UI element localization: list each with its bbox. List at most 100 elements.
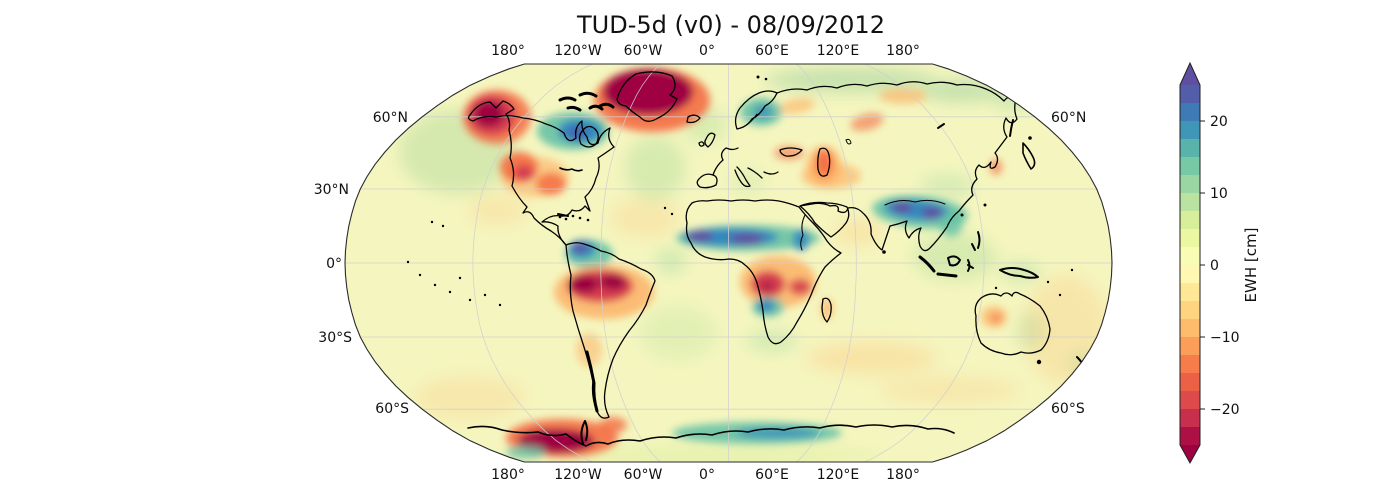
colorbar-tick-label: 0 <box>1210 258 1219 274</box>
colorbar-tick-label: 10 <box>1210 186 1228 202</box>
tint-blob <box>880 376 1020 404</box>
tint-blob <box>919 174 975 198</box>
left-axis-label: 0° <box>326 256 342 272</box>
tint-blob <box>625 136 685 200</box>
sakhalin <box>1009 119 1014 137</box>
tint-blob <box>994 87 1030 111</box>
iberia <box>696 173 718 189</box>
colorbar-under-arrow <box>1180 445 1200 463</box>
tint-blob <box>610 198 680 238</box>
anomaly-blob <box>879 88 927 104</box>
aral-sea <box>845 138 852 145</box>
iceland <box>686 114 701 124</box>
new-zealand <box>1076 356 1094 381</box>
tint-blob <box>920 80 1004 102</box>
colorbar-segment <box>1180 319 1200 338</box>
bottom-axis-label: 180° <box>491 467 525 483</box>
left-axis-label: 60°S <box>375 401 409 417</box>
axis-labels: 180° 120°W 60°W 0° 60°E 120°E 180° 180° … <box>314 43 1087 483</box>
bottom-axis-label: 180° <box>886 467 920 483</box>
anomaly-blob <box>658 81 686 109</box>
java <box>936 272 958 278</box>
top-axis-label: 180° <box>886 43 920 59</box>
bottom-axis-label: 0° <box>699 467 715 483</box>
great-lakes <box>559 167 583 172</box>
bottom-axis-label: 60°W <box>624 467 663 483</box>
coastlines <box>406 71 1094 447</box>
colorbar-segment <box>1180 265 1200 284</box>
caspian-sea <box>817 147 831 177</box>
top-axis-label: 180° <box>491 43 525 59</box>
anomaly-blob <box>506 445 546 459</box>
coast-south-america <box>565 242 656 419</box>
tint-blob <box>640 306 716 360</box>
colorbar-segment <box>1180 409 1200 428</box>
colorbar-segment <box>1180 175 1200 194</box>
coast-asia <box>776 81 1018 252</box>
anomaly-blob <box>599 417 627 433</box>
borneo <box>947 255 961 267</box>
anomaly-blob <box>990 313 1002 323</box>
coast-west-europe <box>712 147 739 176</box>
anomaly-blob <box>687 230 713 242</box>
tint-blob <box>746 330 798 352</box>
italy <box>734 166 751 188</box>
balkans-greece <box>747 167 779 179</box>
left-axis-label: 30°S <box>318 330 352 346</box>
anomaly-blob <box>514 165 534 181</box>
patagonia-andes <box>585 350 599 413</box>
top-axis-label: 60°E <box>755 43 789 59</box>
right-axis-label: 60°N <box>1051 110 1086 126</box>
anomaly-blob <box>568 127 586 139</box>
madagascar <box>821 297 832 323</box>
coast-north-america-west <box>469 100 567 246</box>
anomaly-blob <box>536 173 566 195</box>
colorbar-tick-label: 20 <box>1210 114 1228 130</box>
colorbar-segment <box>1180 373 1200 392</box>
new-guinea <box>999 267 1039 279</box>
colorbar-tick-label: −10 <box>1210 330 1240 346</box>
cuba <box>557 213 569 217</box>
top-axis-label: 120°E <box>817 43 860 59</box>
tint-blob <box>1024 275 1108 385</box>
anomaly-blob <box>573 243 587 253</box>
anomaly-blob <box>892 201 912 213</box>
himalaya-line <box>884 199 946 206</box>
anomaly-blob <box>761 282 773 290</box>
anomaly-blob <box>569 275 599 293</box>
bottom-axis-label: 120°W <box>554 467 602 483</box>
coast-africa <box>685 199 842 345</box>
left-axis-label: 30°N <box>314 182 349 198</box>
top-axis-label: 60°W <box>624 43 663 59</box>
antarctic-peninsula <box>580 420 589 445</box>
anomaly-blob <box>730 233 764 245</box>
colorbar-segment <box>1180 139 1200 158</box>
anomaly-blob <box>600 274 626 290</box>
baltic-sea <box>747 113 758 125</box>
coast-arabia <box>799 201 850 238</box>
colorbar-segment <box>1180 157 1200 176</box>
colorbar <box>1180 85 1200 446</box>
anomaly-blob <box>922 207 942 219</box>
colorbar-segment <box>1180 211 1200 230</box>
colorbar-segment <box>1180 193 1200 212</box>
japan <box>1022 142 1036 170</box>
bottom-axis-label: 60°E <box>755 467 789 483</box>
anomaly-blob <box>757 300 775 312</box>
coast-australia <box>974 291 1051 356</box>
left-axis-label: 60°N <box>373 110 408 126</box>
coast-antarctica <box>467 424 955 447</box>
island-dots <box>406 75 1074 365</box>
arctic-islands <box>558 91 615 112</box>
colorbar-segment <box>1180 355 1200 374</box>
sumatra <box>918 255 936 273</box>
anomaly-blob <box>850 113 884 131</box>
anomaly-blob <box>990 159 1002 175</box>
colorbar-segment <box>1180 121 1200 140</box>
britain <box>704 132 716 148</box>
map-boundary <box>344 63 1113 463</box>
anomaly-blob <box>789 279 811 295</box>
tint-blob <box>468 194 528 226</box>
colorbar-segment <box>1180 229 1200 248</box>
